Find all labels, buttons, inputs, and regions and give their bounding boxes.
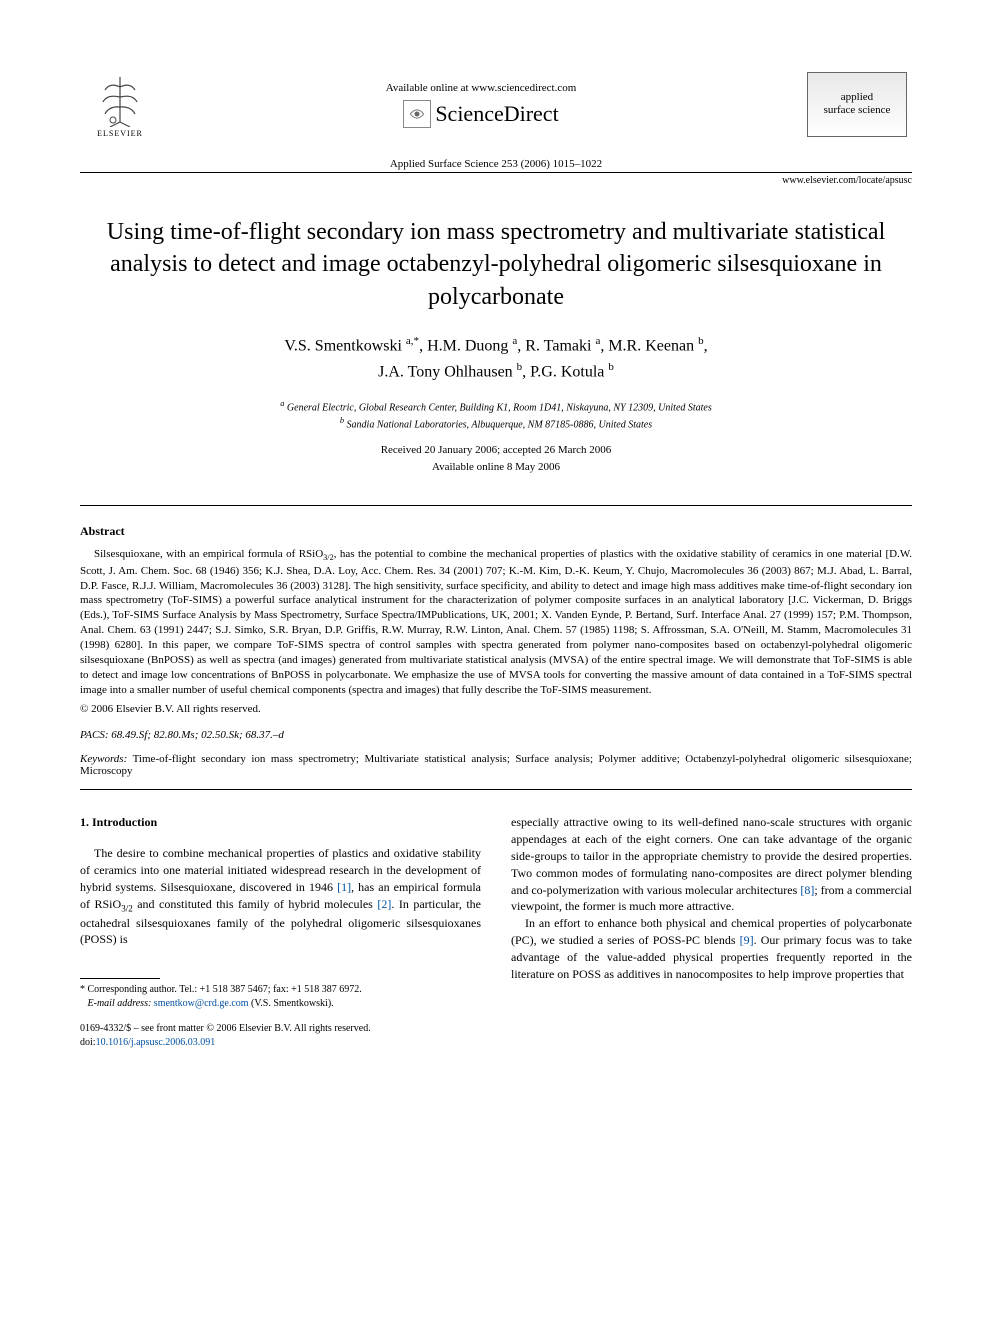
doi-value[interactable]: 10.1016/j.apsusc.2006.03.091 [96,1037,216,1048]
platform-name: ScienceDirect [435,101,558,127]
doi-label: doi: [80,1037,96,1048]
abstract-copyright: © 2006 Elsevier B.V. All rights reserved… [80,703,912,715]
received-accepted-date: Received 20 January 2006; accepted 26 Ma… [80,442,912,459]
email-address[interactable]: smentkow@crd.ge.com [154,998,249,1009]
keywords: Keywords: Time-of-flight secondary ion m… [80,753,912,777]
online-date: Available online 8 May 2006 [80,459,912,476]
doi-line: doi:10.1016/j.apsusc.2006.03.091 [80,1036,481,1050]
sciencedirect-logo: ScienceDirect [403,100,558,128]
corresponding-author: * Corresponding author. Tel.: +1 518 387… [80,983,481,997]
front-matter: 0169-4332/$ – see front matter © 2006 El… [80,1022,481,1036]
journal-name-1: applied [841,91,873,104]
abstract-heading: Abstract [80,524,912,539]
journal-name-2: surface science [824,104,891,117]
email-label: E-mail address: [88,998,152,1009]
article-title: Using time-of-flight secondary ion mass … [80,216,912,313]
pacs-label: PACS: [80,729,109,741]
journal-reference: Applied Surface Science 253 (2006) 1015–… [80,158,912,170]
affiliation-a: a General Electric, Global Research Cent… [80,398,912,415]
article-dates: Received 20 January 2006; accepted 26 Ma… [80,442,912,475]
section-1-heading: 1. Introduction [80,814,481,831]
available-online-text: Available online at www.sciencedirect.co… [160,82,802,94]
center-header: Available online at www.sciencedirect.co… [160,82,802,129]
sciencedirect-icon [403,100,431,128]
header-row: ELSEVIER Available online at www.science… [80,60,912,150]
right-column: especially attractive owing to its well-… [511,814,912,1049]
pacs-values: 68.49.Sf; 82.80.Ms; 02.50.Sk; 68.37.–d [111,729,284,741]
footnotes: * Corresponding author. Tel.: +1 518 387… [80,983,481,1010]
footnote-divider [80,978,160,979]
journal-cover: applied surface science [802,72,912,139]
body-columns: 1. Introduction The desire to combine me… [80,814,912,1049]
elsevier-tree-icon [95,72,145,127]
intro-para-2: In an effort to enhance both physical an… [511,915,912,982]
bottom-meta: 0169-4332/$ – see front matter © 2006 El… [80,1022,481,1049]
abstract-top-divider [80,505,912,506]
publisher-name: ELSEVIER [97,129,143,138]
journal-cover-box: applied surface science [807,72,907,137]
email-name: (V.S. Smentkowski). [251,998,334,1009]
intro-para-1: The desire to combine mechanical propert… [80,845,481,948]
pacs-codes: PACS: 68.49.Sf; 82.80.Ms; 02.50.Sk; 68.3… [80,729,912,741]
abstract-text: Silsesquioxane, with an empirical formul… [80,547,912,697]
keywords-text: Time-of-flight secondary ion mass spectr… [80,753,912,777]
affiliations: a General Electric, Global Research Cent… [80,398,912,433]
authors-list: V.S. Smentkowski a,*, H.M. Duong a, R. T… [80,333,912,384]
journal-url[interactable]: www.elsevier.com/locate/apsusc [80,175,912,186]
elsevier-logo: ELSEVIER [80,60,160,150]
header-divider [80,172,912,173]
intro-para-1-cont: especially attractive owing to its well-… [511,814,912,915]
left-column: 1. Introduction The desire to combine me… [80,814,481,1049]
affiliation-b: b Sandia National Laboratories, Albuquer… [80,415,912,432]
abstract-bottom-divider [80,789,912,790]
keywords-label: Keywords: [80,753,127,765]
email-line: E-mail address: smentkow@crd.ge.com (V.S… [80,997,481,1011]
